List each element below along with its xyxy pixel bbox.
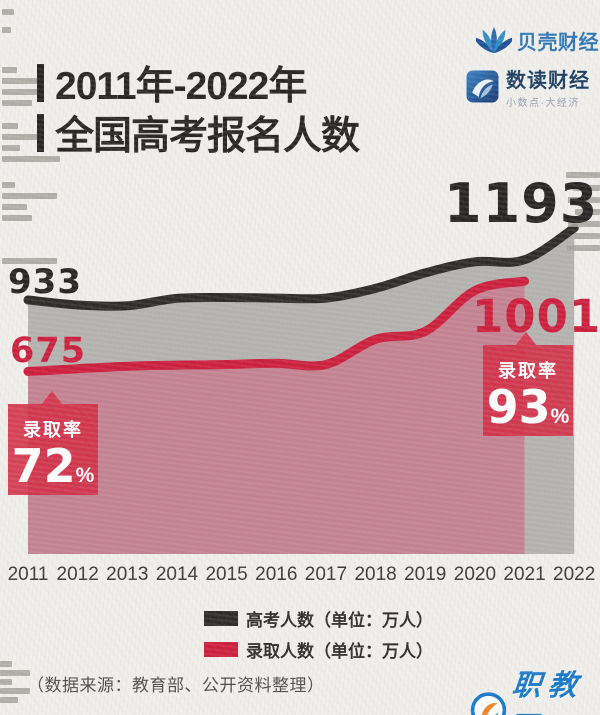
callout-pointer-icon <box>515 332 537 346</box>
deco-dash <box>2 258 57 264</box>
x-tick-label: 2014 <box>155 564 199 585</box>
deco-dash <box>2 193 57 199</box>
shudu-finance-logo: 数读财经 小数点·大经济 <box>466 70 590 109</box>
title-text-1: 2011年-2022年 <box>55 65 307 108</box>
shudu-logo-tagline: 小数点·大经济 <box>506 98 580 109</box>
deco-dash <box>567 245 600 251</box>
admission-rate-callout-2021: 录取率 93 % <box>483 332 573 436</box>
deco-dash <box>2 78 42 84</box>
deco-dash <box>2 204 27 210</box>
admission-2011-value-label: 675 <box>10 331 87 371</box>
legend-item-admission: 录取人数（单位：万人） <box>204 637 433 662</box>
gaokao-2011-value-label: 933 <box>8 262 82 302</box>
x-tick-label: 2021 <box>503 564 546 585</box>
beike-logo-text: 贝壳财经 <box>517 32 599 54</box>
deco-dash <box>2 182 15 188</box>
percent-sign: % <box>75 464 95 487</box>
watermark-name: 职教网 <box>506 670 586 715</box>
admission-area-fill <box>28 281 525 554</box>
x-tick-label: 2019 <box>404 564 447 585</box>
callout-value: 72 % <box>8 443 98 489</box>
deco-dash <box>2 134 42 140</box>
deco-dash <box>575 209 600 215</box>
x-tick-label: 2011 <box>7 564 49 585</box>
deco-dash <box>0 688 30 694</box>
deco-dash <box>2 100 32 106</box>
x-tick-label: 2016 <box>255 564 298 585</box>
gaokao-2022-value-label: 1193 <box>444 172 599 235</box>
data-source-note: （数据来源：教育部、公开资料整理） <box>27 676 325 695</box>
deco-dash <box>2 123 18 129</box>
admission-2021-value-label: 1001 <box>472 290 600 343</box>
x-tick-label: 2022 <box>553 564 596 585</box>
x-tick-label: 2018 <box>354 564 397 585</box>
page-title: 2011年-2022年 全国高考报名人数 <box>37 58 360 158</box>
title-text-2: 全国高考报名人数 <box>55 115 360 158</box>
deco-dash <box>0 697 18 703</box>
callout-label: 录取率 <box>23 420 83 440</box>
rate-value: 72 <box>11 439 76 493</box>
x-tick-label: 2017 <box>304 564 348 585</box>
x-axis: 2011 2012 2013 2014 2015 2016 2017 2018 … <box>0 564 600 588</box>
percent-sign: % <box>550 405 570 428</box>
deco-dash <box>566 172 600 178</box>
legend-label: 高考人数（单位：万人） <box>246 611 433 630</box>
rate-value: 93 <box>486 380 551 434</box>
title-line-2: 全国高考报名人数 <box>37 108 360 158</box>
title-line-1: 2011年-2022年 <box>37 58 359 108</box>
deco-dash <box>2 215 32 221</box>
legend-item-gaokao: 高考人数（单位：万人） <box>204 606 433 631</box>
deco-dash <box>0 670 30 676</box>
zhijiaow-icon <box>470 691 507 715</box>
beike-finance-logo: 贝壳财经 <box>476 24 599 57</box>
deco-dash <box>0 679 12 685</box>
deco-dash <box>2 145 20 151</box>
shell-icon <box>476 27 512 54</box>
shudu-icon <box>466 70 499 103</box>
gaokao-line <box>23 223 579 311</box>
x-tick-label: 2012 <box>56 564 99 585</box>
legend-label: 录取人数（单位：万人） <box>246 642 433 661</box>
legend-swatch <box>204 642 238 657</box>
deco-dash <box>2 67 17 73</box>
admission-rate-callout-2011: 录取率 72 % <box>8 391 98 495</box>
deco-dash <box>568 221 600 227</box>
legend: 高考人数（单位：万人） 录取人数（单位：万人） <box>204 606 433 662</box>
deco-dash <box>574 233 600 239</box>
x-tick-label: 2015 <box>205 564 248 585</box>
deco-dash <box>2 89 42 95</box>
callout-pointer-icon <box>41 391 63 405</box>
callout-label: 录取率 <box>498 361 558 381</box>
deco-dash <box>568 197 600 203</box>
deco-dash <box>573 185 600 191</box>
shudu-logo-text: 数读财经 <box>506 70 590 92</box>
deco-dash <box>2 9 14 15</box>
callout-value: 93 % <box>483 384 573 430</box>
title-bar-icon <box>37 114 44 152</box>
legend-swatch <box>204 611 238 626</box>
x-tick-label: 2013 <box>106 564 149 585</box>
admission-line <box>23 276 529 376</box>
x-tick-label: 2020 <box>453 564 497 585</box>
title-bar-icon <box>37 64 44 102</box>
deco-dash <box>2 27 11 33</box>
deco-dash <box>2 156 60 162</box>
zhijiaow-watermark: 职教网 www.zhijiaow.com <box>469 662 600 715</box>
deco-dash <box>0 661 12 667</box>
